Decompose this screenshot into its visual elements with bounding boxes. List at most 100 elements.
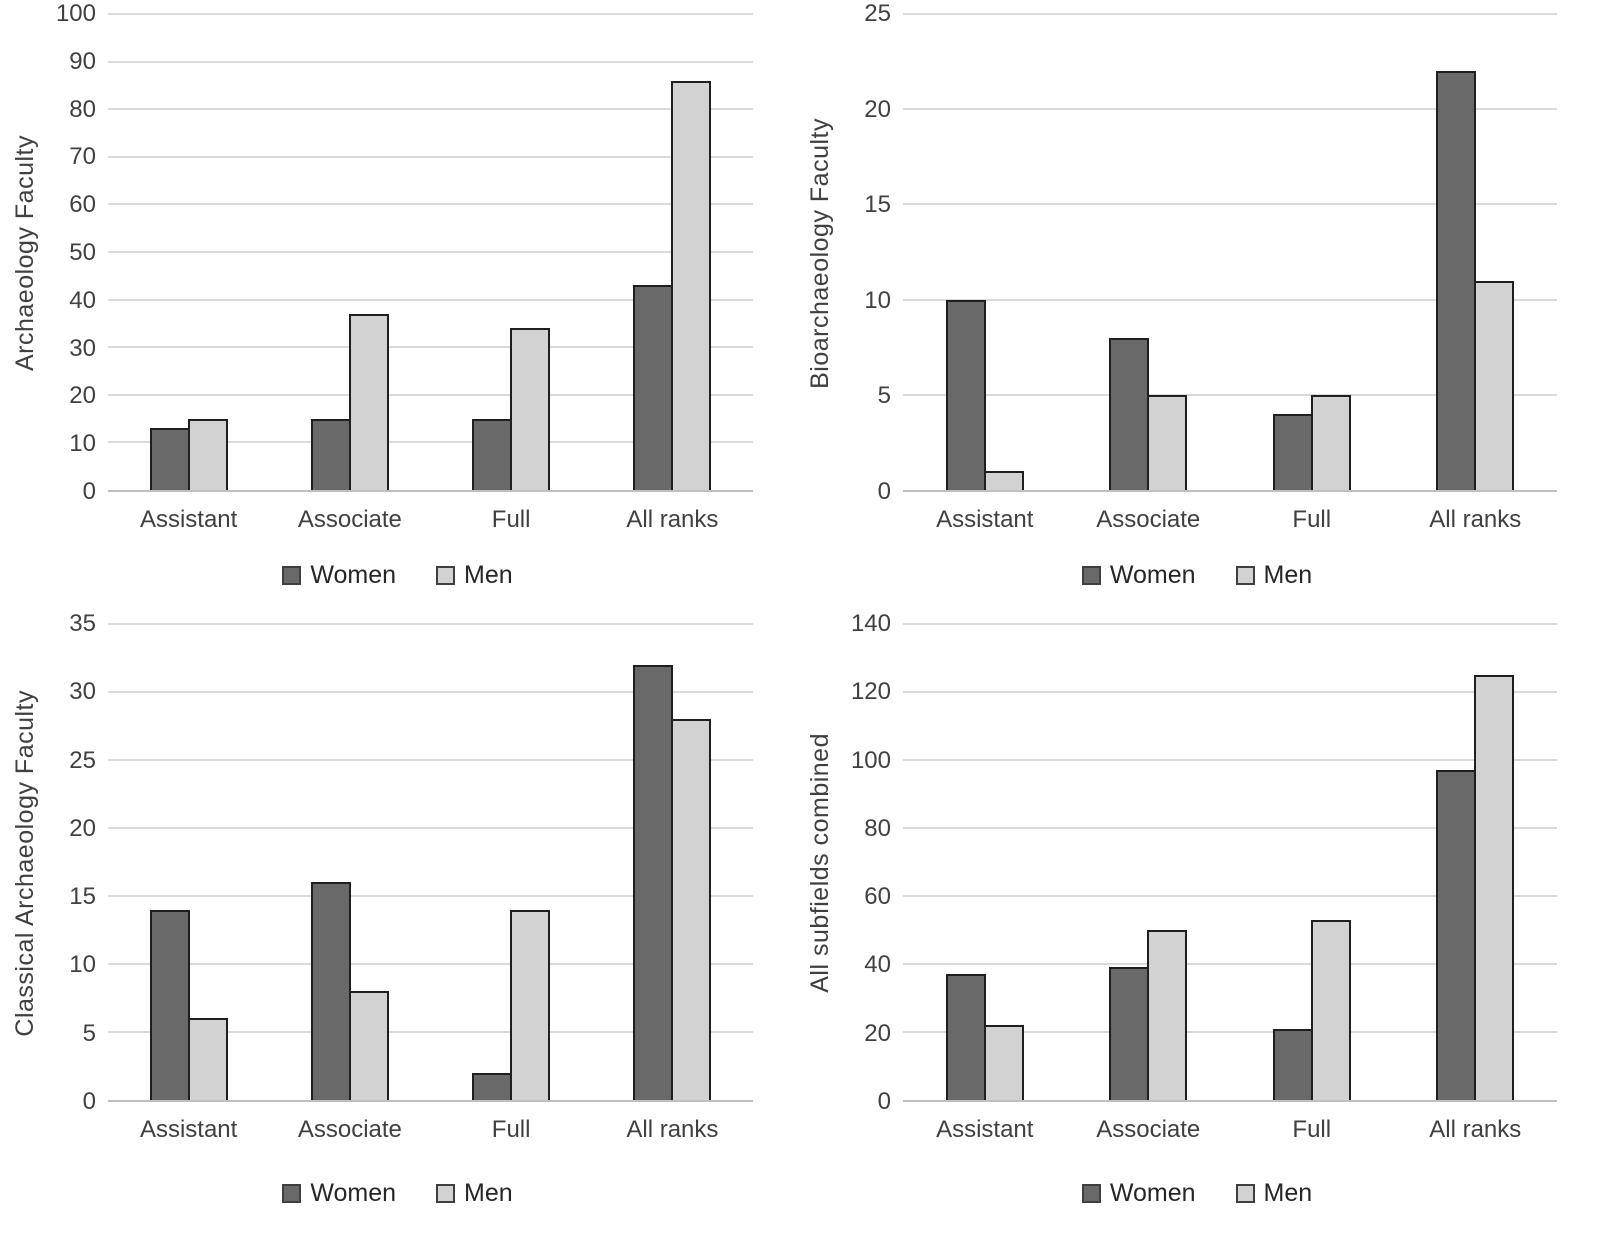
bar-women-full bbox=[472, 418, 513, 490]
y-axis-title-text: All subfields combined bbox=[805, 733, 834, 993]
bar-men-full bbox=[510, 909, 551, 1100]
legend-item-women: Women bbox=[282, 561, 396, 590]
gridline bbox=[108, 155, 753, 158]
bar-women-all-ranks bbox=[1436, 71, 1477, 490]
y-tick-label: 80 bbox=[69, 95, 96, 123]
y-tick-label: 35 bbox=[69, 610, 96, 637]
bar-group-assistant bbox=[945, 624, 1024, 1100]
gridline bbox=[108, 1031, 753, 1034]
y-tick-label: 10 bbox=[69, 951, 96, 979]
bar-women-all-ranks bbox=[633, 285, 674, 490]
chart-panel-classical-archaeology: Classical Archaeology Faculty 0 5 10 15 20 25… bbox=[0, 610, 795, 1236]
gridline bbox=[108, 827, 753, 830]
y-axis-title-text: Bioarchaeology Faculty bbox=[805, 117, 834, 389]
gridline bbox=[903, 759, 1557, 761]
bar-men-assistant bbox=[187, 418, 228, 490]
y-axis-ticks: 0 5 10 15 20 25 30 35 bbox=[50, 611, 108, 1115]
y-axis-title-classical-archaeology: Classical Archaeology Faculty bbox=[0, 624, 50, 1102]
y-axis-title-all-subfields: All subfields combined bbox=[795, 624, 845, 1102]
y-tick-label: 120 bbox=[850, 678, 891, 706]
bar-men-full bbox=[510, 328, 551, 490]
legend-label-men: Men bbox=[464, 560, 513, 589]
bar-men-assistant bbox=[187, 1018, 228, 1100]
legend-label-women: Women bbox=[1109, 560, 1196, 589]
legend-item-men: Men bbox=[436, 1179, 513, 1208]
y-axis-ticks: 0 10 20 30 40 50 60 70 80 90 100 bbox=[50, 1, 108, 505]
plot-area bbox=[903, 623, 1557, 1102]
bar-group-assistant bbox=[149, 14, 228, 490]
y-axis-title-bioarchaeology: Bioarchaeology Faculty bbox=[795, 14, 845, 492]
bar-group-all-ranks bbox=[1436, 624, 1515, 1100]
legend: Women Men bbox=[0, 540, 795, 610]
y-tick-label: 30 bbox=[69, 678, 96, 706]
y-tick-label: 100 bbox=[850, 746, 891, 774]
bar-group-assistant bbox=[149, 624, 228, 1100]
gridline bbox=[903, 623, 1557, 625]
legend-item-men: Men bbox=[1235, 560, 1313, 590]
y-tick-label: 80 bbox=[864, 814, 891, 842]
x-category-label-associate: Associate bbox=[1096, 506, 1201, 533]
gridline bbox=[108, 13, 753, 15]
bar-women-associate bbox=[1109, 337, 1150, 490]
x-category-label-assistant: Assistant bbox=[936, 506, 1034, 533]
y-tick-label: 40 bbox=[69, 286, 96, 314]
x-category-label-full: Full bbox=[491, 1116, 531, 1143]
bar-group-all-ranks bbox=[1436, 14, 1515, 490]
x-category-label-associate: Associate bbox=[297, 506, 402, 533]
bar-women-assistant bbox=[149, 428, 190, 490]
gridline bbox=[108, 759, 753, 761]
x-category-label-assistant: Assistant bbox=[936, 1116, 1034, 1143]
plot-area bbox=[108, 13, 753, 492]
x-category-label-full: Full bbox=[491, 506, 531, 533]
y-tick-label: 5 bbox=[877, 382, 891, 410]
y-tick-label: 60 bbox=[69, 191, 96, 219]
legend-label-men: Men bbox=[1263, 1178, 1313, 1207]
y-tick-label: 70 bbox=[69, 143, 96, 171]
x-axis-labels: Assistant Associate Full All ranks bbox=[903, 492, 1557, 540]
bar-men-associate bbox=[348, 991, 389, 1100]
y-axis-title-text: Archaeology Faculty bbox=[10, 134, 39, 371]
plot-area bbox=[108, 623, 753, 1102]
x-category-label-all-ranks: All ranks bbox=[1429, 1116, 1522, 1143]
gridline bbox=[903, 108, 1557, 111]
bar-group-all-ranks bbox=[633, 14, 712, 490]
bar-men-assistant bbox=[983, 470, 1024, 490]
bar-men-associate bbox=[1147, 394, 1188, 490]
chart-panel-all-subfields: All subfields combined 0 20 40 60 80 100 120 14… bbox=[795, 610, 1599, 1236]
legend-swatch-women-icon bbox=[1081, 565, 1101, 585]
gridline bbox=[108, 963, 753, 966]
bar-women-assistant bbox=[945, 974, 986, 1100]
legend: Women Men bbox=[0, 1150, 795, 1236]
y-axis-ticks: 0 20 40 60 80 100 120 140 bbox=[845, 611, 903, 1115]
bar-group-all-ranks bbox=[633, 624, 712, 1100]
gridline bbox=[903, 13, 1557, 15]
y-tick-label: 5 bbox=[82, 1019, 96, 1047]
bar-group-full bbox=[1272, 624, 1351, 1100]
bar-women-assistant bbox=[149, 909, 190, 1100]
bar-women-full bbox=[1272, 1028, 1313, 1100]
legend-item-women: Women bbox=[1081, 560, 1196, 590]
bar-group-assistant bbox=[945, 14, 1024, 490]
gridline bbox=[108, 251, 753, 253]
y-tick-label: 90 bbox=[69, 47, 96, 75]
y-tick-label: 15 bbox=[69, 883, 96, 911]
x-axis-labels: Assistant Associate Full All ranks bbox=[903, 1102, 1557, 1150]
legend-label-men: Men bbox=[1263, 560, 1313, 589]
x-category-label-assistant: Assistant bbox=[139, 1116, 238, 1143]
y-tick-label: 0 bbox=[877, 478, 891, 505]
gridline bbox=[903, 393, 1557, 396]
chart-panel-bioarchaeology: Bioarchaeology Faculty 0 5 10 15 20 25 Assist… bbox=[795, 0, 1599, 610]
bar-women-full bbox=[472, 1072, 513, 1100]
bar-men-associate bbox=[1147, 930, 1188, 1100]
y-tick-label: 20 bbox=[69, 814, 96, 842]
y-tick-label: 20 bbox=[69, 382, 96, 410]
y-tick-label: 25 bbox=[864, 0, 891, 27]
bar-group-associate bbox=[310, 624, 389, 1100]
gridline bbox=[903, 895, 1557, 897]
x-category-label-all-ranks: All ranks bbox=[626, 506, 719, 533]
gridline bbox=[903, 691, 1557, 693]
legend-label-women: Women bbox=[1109, 1178, 1196, 1207]
legend-label-women: Women bbox=[310, 560, 397, 589]
y-tick-label: 25 bbox=[69, 746, 96, 774]
